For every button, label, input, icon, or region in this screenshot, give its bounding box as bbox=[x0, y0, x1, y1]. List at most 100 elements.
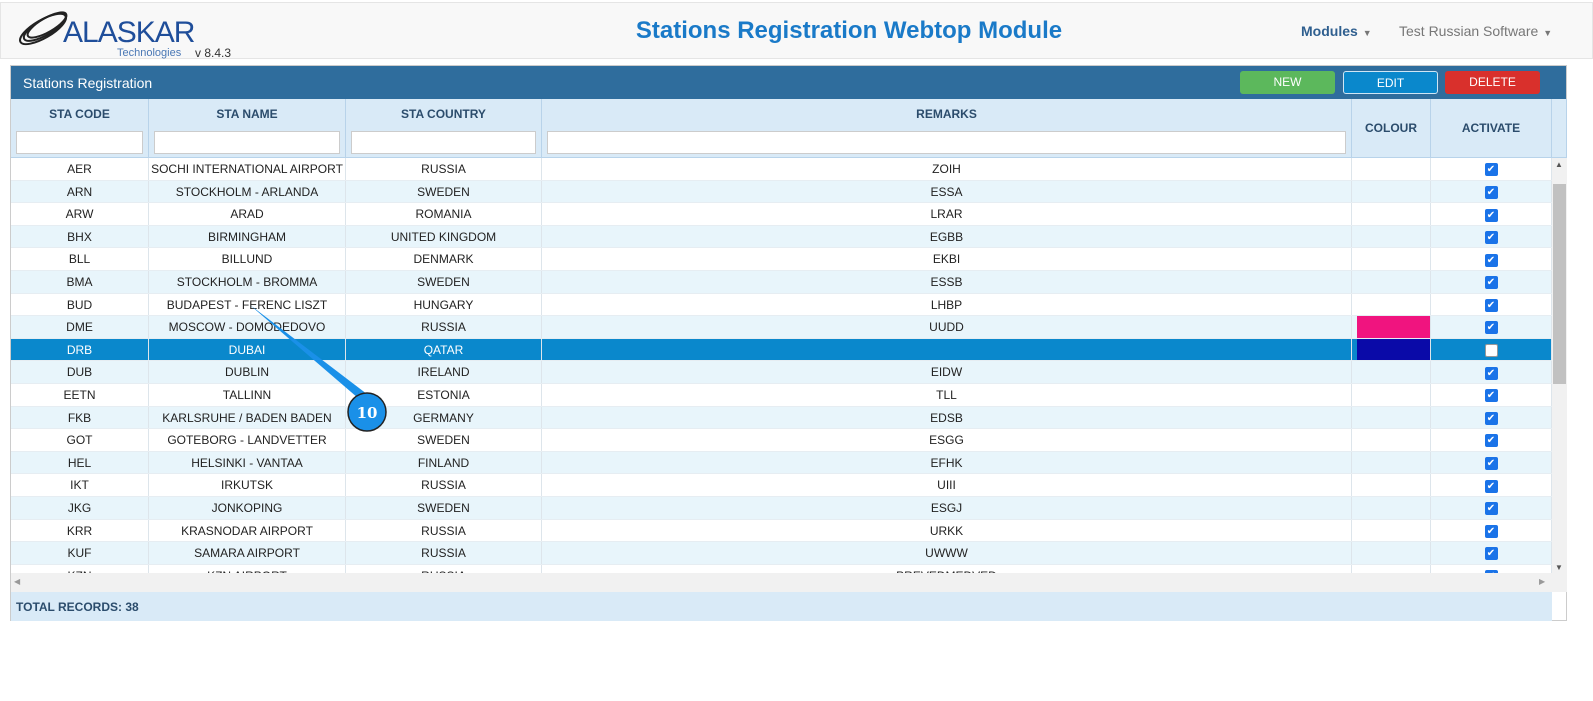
col-remarks[interactable]: REMARKS bbox=[542, 99, 1352, 158]
cell-colour bbox=[1352, 248, 1431, 270]
cell-activate: ✔ bbox=[1431, 542, 1552, 564]
version: v 8.4.3 bbox=[195, 46, 232, 60]
activate-checkbox[interactable]: ✔ bbox=[1484, 366, 1498, 380]
col-sta-country[interactable]: STA COUNTRY bbox=[346, 99, 542, 158]
cell-activate: ✔ bbox=[1431, 474, 1552, 496]
cell-activate: ✔ bbox=[1431, 496, 1552, 519]
cell-country: RUSSIA bbox=[346, 474, 542, 496]
cell-remarks: PREVEDMEDVED bbox=[542, 564, 1352, 573]
cell-remarks: ESSA bbox=[542, 180, 1352, 203]
activate-checkbox[interactable]: ✔ bbox=[1484, 185, 1498, 199]
table-row[interactable]: ARN STOCKHOLM - ARLANDA SWEDEN ESSA ✔ bbox=[11, 180, 1552, 204]
total-records: TOTAL RECORDS: 38 bbox=[11, 592, 1552, 621]
table-row[interactable]: JKG JONKOPING SWEDEN ESGJ ✔ bbox=[11, 496, 1552, 520]
table-row[interactable]: DRB DUBAI QATAR bbox=[11, 338, 1552, 362]
cell-colour bbox=[1352, 406, 1431, 429]
col-activate[interactable]: ACTIVATE bbox=[1431, 99, 1552, 158]
table-row[interactable]: BMA STOCKHOLM - BROMMA SWEDEN ESSB ✔ bbox=[11, 270, 1552, 294]
delete-button[interactable]: DELETE bbox=[1445, 71, 1540, 94]
activate-checkbox[interactable]: ✔ bbox=[1484, 570, 1498, 573]
activate-checkbox[interactable]: ✔ bbox=[1484, 389, 1498, 403]
sta-name-filter[interactable] bbox=[154, 131, 340, 154]
activate-checkbox[interactable]: ✔ bbox=[1484, 253, 1498, 267]
cell-name: ARAD bbox=[149, 203, 346, 225]
activate-checkbox[interactable]: ✔ bbox=[1484, 411, 1498, 425]
col-sta-name[interactable]: STA NAME bbox=[149, 99, 346, 158]
activate-checkbox[interactable]: ✔ bbox=[1484, 163, 1498, 177]
activate-checkbox[interactable]: ✔ bbox=[1484, 298, 1498, 312]
cell-colour bbox=[1352, 542, 1431, 564]
modules-menu[interactable]: Modules ▼ bbox=[1301, 23, 1372, 39]
remarks-filter[interactable] bbox=[547, 131, 1346, 154]
col-colour[interactable]: COLOUR bbox=[1352, 99, 1431, 158]
table-row[interactable]: KZNKZN AIRPORTRUSSIAPREVEDMEDVED ✔ bbox=[11, 564, 1552, 573]
cell-activate: ✔ bbox=[1431, 519, 1552, 542]
table-row[interactable]: GOT GOTEBORG - LANDVETTER SWEDEN ESGG ✔ bbox=[11, 429, 1552, 452]
activate-checkbox[interactable]: ✔ bbox=[1484, 231, 1498, 245]
activate-checkbox[interactable]: ✔ bbox=[1484, 276, 1498, 290]
col-sta-code[interactable]: STA CODE bbox=[11, 99, 149, 158]
vertical-scrollbar[interactable]: ▲ ▼ bbox=[1552, 158, 1567, 573]
cell-country: ROMANIA bbox=[346, 203, 542, 225]
cell-country: GERMANY bbox=[346, 406, 542, 429]
activate-checkbox[interactable]: ✔ bbox=[1484, 457, 1498, 471]
table-row[interactable]: BHX BIRMINGHAM UNITED KINGDOM EGBB ✔ bbox=[11, 225, 1552, 249]
edit-button[interactable]: EDIT bbox=[1343, 71, 1438, 94]
table-row[interactable]: BLL BILLUND DENMARK EKBI ✔ bbox=[11, 248, 1552, 271]
sta-code-filter[interactable] bbox=[16, 131, 143, 154]
cell-country: SWEDEN bbox=[346, 429, 542, 451]
cell-name: HELSINKI - VANTAA bbox=[149, 451, 346, 474]
cell-name: MOSCOW - DOMODEDOVO bbox=[149, 316, 346, 338]
scroll-right-icon[interactable]: ▶ bbox=[1539, 577, 1546, 586]
table-row[interactable]: KRR KRASNODAR AIRPORT RUSSIA URKK ✔ bbox=[11, 519, 1552, 543]
table-row[interactable]: HEL HELSINKI - VANTAA FINLAND EFHK ✔ bbox=[11, 451, 1552, 475]
user-menu[interactable]: Test Russian Software ▼ bbox=[1399, 23, 1553, 39]
activate-checkbox[interactable] bbox=[1484, 344, 1498, 358]
scroll-down-icon[interactable]: ▼ bbox=[1555, 563, 1563, 572]
cell-activate: ✔ bbox=[1431, 248, 1552, 270]
cell-country: QATAR bbox=[346, 338, 542, 361]
cell-name: STOCKHOLM - ARLANDA bbox=[149, 180, 346, 203]
cell-country: SWEDEN bbox=[346, 180, 542, 203]
activate-checkbox[interactable]: ✔ bbox=[1484, 524, 1498, 538]
cell-remarks: LRAR bbox=[542, 203, 1352, 225]
cell-country: ESTONIA bbox=[346, 383, 542, 406]
activate-checkbox[interactable]: ✔ bbox=[1484, 479, 1498, 493]
cell-activate: ✔ bbox=[1431, 451, 1552, 474]
table-row[interactable]: ARW ARAD ROMANIA LRAR ✔ bbox=[11, 203, 1552, 226]
cell-name: KZN AIRPORT bbox=[149, 564, 346, 573]
horizontal-scrollbar[interactable]: ◀ ▶ bbox=[11, 573, 1567, 592]
cell-name: BUDAPEST - FERENC LISZT bbox=[149, 293, 346, 316]
cell-name: KRASNODAR AIRPORT bbox=[149, 519, 346, 542]
activate-checkbox[interactable]: ✔ bbox=[1484, 547, 1498, 561]
cell-code: BLL bbox=[11, 248, 149, 270]
activate-checkbox[interactable]: ✔ bbox=[1484, 208, 1498, 222]
scroll-left-icon[interactable]: ◀ bbox=[14, 577, 21, 586]
table-row[interactable]: AER SOCHI INTERNATIONAL AIRPORT RUSSIA ZOIH… bbox=[11, 158, 1552, 181]
cell-activate bbox=[1431, 338, 1552, 361]
cell-country: HUNGARY bbox=[346, 293, 542, 316]
scroll-up-icon[interactable]: ▲ bbox=[1555, 160, 1563, 169]
scroll-thumb[interactable] bbox=[1553, 184, 1566, 384]
table-row[interactable]: KUF SAMARA AIRPORT RUSSIA UWWW ✔ bbox=[11, 542, 1552, 565]
activate-checkbox[interactable]: ✔ bbox=[1484, 502, 1498, 516]
cell-code: BUD bbox=[11, 293, 149, 316]
table-row[interactable]: EETN TALLINN ESTONIA TLL ✔ bbox=[11, 383, 1552, 407]
table-row[interactable]: FKB KARLSRUHE / BADEN BADEN GERMANY EDSB ✔ bbox=[11, 406, 1552, 430]
cell-colour bbox=[1352, 338, 1431, 361]
cell-name: GOTEBORG - LANDVETTER bbox=[149, 429, 346, 451]
cell-code: DME bbox=[11, 316, 149, 338]
table-row[interactable]: BUD BUDAPEST - FERENC LISZT HUNGARY LHBP ✔ bbox=[11, 293, 1552, 317]
cell-name: BIRMINGHAM bbox=[149, 225, 346, 248]
cell-remarks: EIDW bbox=[542, 361, 1352, 383]
cell-code: KZN bbox=[11, 564, 149, 573]
table-row[interactable]: DUB DUBLIN IRELAND EIDW ✔ bbox=[11, 361, 1552, 384]
activate-checkbox[interactable]: ✔ bbox=[1484, 321, 1498, 335]
cell-remarks: ESGJ bbox=[542, 496, 1352, 519]
table-row[interactable]: DME MOSCOW - DOMODEDOVO RUSSIA UUDD ✔ bbox=[11, 316, 1552, 339]
activate-checkbox[interactable]: ✔ bbox=[1484, 434, 1498, 448]
new-button[interactable]: NEW bbox=[1240, 71, 1335, 94]
table-row[interactable]: IKT IRKUTSK RUSSIA UIII ✔ bbox=[11, 474, 1552, 497]
sta-country-filter[interactable] bbox=[351, 131, 536, 154]
